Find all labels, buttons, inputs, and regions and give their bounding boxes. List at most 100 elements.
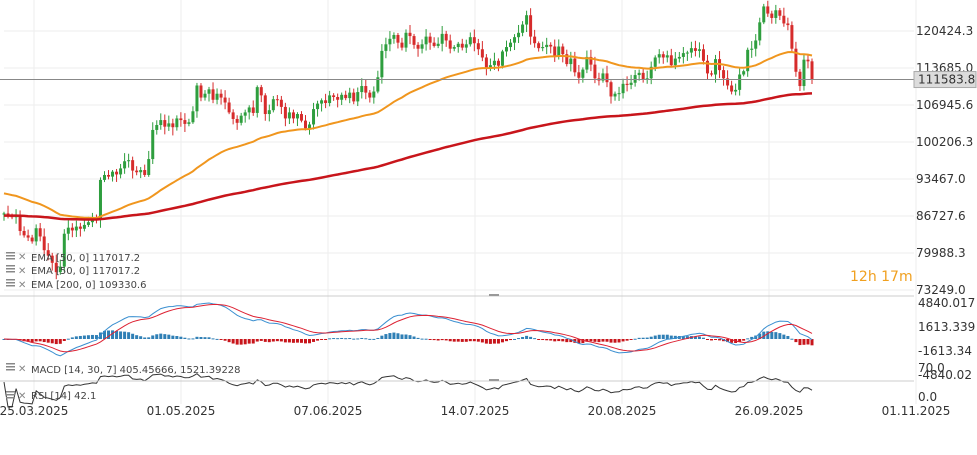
candle-body[interactable] bbox=[722, 70, 726, 79]
candle-body[interactable] bbox=[247, 107, 251, 113]
candle-body[interactable] bbox=[496, 60, 500, 66]
candle-body[interactable] bbox=[525, 15, 529, 25]
candle-body[interactable] bbox=[609, 82, 613, 97]
candle-body[interactable] bbox=[810, 61, 814, 80]
candle-body[interactable] bbox=[766, 6, 770, 14]
settings-icon[interactable] bbox=[6, 391, 15, 399]
candle-body[interactable] bbox=[710, 73, 714, 75]
candle-body[interactable] bbox=[565, 54, 569, 65]
candle-body[interactable] bbox=[685, 52, 689, 54]
candle-body[interactable] bbox=[400, 42, 404, 48]
candle-body[interactable] bbox=[750, 48, 754, 50]
candle-body[interactable] bbox=[34, 228, 38, 242]
candle-body[interactable] bbox=[195, 85, 199, 112]
candle-body[interactable] bbox=[82, 224, 86, 229]
candle-body[interactable] bbox=[392, 34, 396, 39]
candle-body[interactable] bbox=[460, 43, 464, 48]
candle-body[interactable] bbox=[802, 59, 806, 87]
candle-body[interactable] bbox=[328, 95, 332, 104]
candle-body[interactable] bbox=[786, 23, 790, 26]
candle-body[interactable] bbox=[251, 107, 255, 113]
candle-body[interactable] bbox=[74, 226, 78, 231]
candle-body[interactable] bbox=[50, 255, 54, 263]
candle-body[interactable] bbox=[661, 54, 665, 58]
candle-body[interactable] bbox=[649, 66, 653, 79]
candle-body[interactable] bbox=[521, 24, 525, 33]
settings-icon[interactable] bbox=[6, 265, 15, 273]
candle-body[interactable] bbox=[344, 94, 348, 99]
candle-body[interactable] bbox=[2, 213, 6, 215]
candle-body[interactable] bbox=[287, 112, 291, 119]
candle-body[interactable] bbox=[444, 33, 448, 41]
candle-body[interactable] bbox=[621, 83, 625, 94]
candle-body[interactable] bbox=[754, 40, 758, 49]
ema200-line[interactable] bbox=[4, 92, 813, 221]
ema50b-legend[interactable]: ✕ EMA [50, 0] 117017.2 bbox=[6, 265, 140, 277]
candle-body[interactable] bbox=[762, 6, 766, 23]
candle-body[interactable] bbox=[388, 38, 392, 45]
candle-body[interactable] bbox=[657, 54, 661, 58]
candle-body[interactable] bbox=[215, 93, 219, 100]
candle-body[interactable] bbox=[199, 85, 203, 98]
close-icon[interactable]: ✕ bbox=[18, 391, 26, 402]
candle-body[interactable] bbox=[380, 50, 384, 78]
candle-body[interactable] bbox=[58, 266, 62, 273]
ema200-legend[interactable]: ✕ EMA [200, 0] 109330.6 bbox=[6, 279, 146, 291]
settings-icon[interactable] bbox=[6, 252, 15, 260]
candle-body[interactable] bbox=[163, 120, 167, 127]
candle-body[interactable] bbox=[22, 230, 26, 236]
macd-resize-handle[interactable] bbox=[489, 294, 499, 296]
candle-body[interactable] bbox=[641, 72, 645, 80]
candle-body[interactable] bbox=[742, 71, 746, 75]
candle-body[interactable] bbox=[553, 46, 557, 57]
candle-body[interactable] bbox=[432, 42, 436, 46]
candle-body[interactable] bbox=[436, 43, 440, 46]
candle-body[interactable] bbox=[689, 48, 693, 53]
candle-body[interactable] bbox=[396, 34, 400, 43]
candle-body[interactable] bbox=[86, 222, 90, 225]
candle-body[interactable] bbox=[115, 171, 119, 175]
candle-body[interactable] bbox=[605, 73, 609, 83]
ema50-line[interactable] bbox=[3, 50, 813, 220]
candle-body[interactable] bbox=[211, 89, 215, 100]
candle-body[interactable] bbox=[360, 86, 364, 93]
candle-body[interactable] bbox=[673, 58, 677, 66]
candle-body[interactable] bbox=[167, 123, 171, 127]
candle-body[interactable] bbox=[263, 95, 267, 115]
candle-body[interactable] bbox=[569, 58, 573, 65]
candle-body[interactable] bbox=[770, 13, 774, 18]
candle-body[interactable] bbox=[472, 37, 476, 44]
candle-body[interactable] bbox=[207, 89, 211, 94]
candle-body[interactable] bbox=[171, 123, 175, 128]
candle-body[interactable] bbox=[38, 228, 42, 237]
candle-body[interactable] bbox=[30, 237, 34, 242]
candle-body[interactable] bbox=[734, 89, 738, 92]
rsi-resize-handle[interactable] bbox=[489, 379, 499, 381]
candle-body[interactable] bbox=[352, 92, 356, 102]
candle-body[interactable] bbox=[693, 48, 697, 51]
candle-body[interactable] bbox=[589, 56, 593, 65]
candle-body[interactable] bbox=[617, 93, 621, 95]
candle-body[interactable] bbox=[448, 40, 452, 49]
candle-body[interactable] bbox=[701, 49, 705, 61]
candle-body[interactable] bbox=[283, 106, 287, 119]
candle-body[interactable] bbox=[175, 118, 179, 128]
macd-legend[interactable]: ✕ MACD [14, 30, 7] 405.45666, 1521.39228 bbox=[6, 363, 241, 376]
candle-body[interactable] bbox=[159, 120, 163, 126]
candle-body[interactable] bbox=[239, 115, 243, 123]
candle-body[interactable] bbox=[203, 93, 207, 98]
candle-body[interactable] bbox=[492, 60, 496, 66]
candle-body[interactable] bbox=[794, 48, 798, 72]
candle-body[interactable] bbox=[320, 100, 324, 104]
candle-body[interactable] bbox=[223, 97, 227, 103]
candle-body[interactable] bbox=[235, 118, 239, 123]
ema50-legend[interactable]: ✕ EMA [50, 0] 117017.2 bbox=[6, 252, 140, 264]
candle-body[interactable] bbox=[541, 47, 545, 49]
candle-body[interactable] bbox=[778, 10, 782, 16]
candle-body[interactable] bbox=[131, 160, 135, 171]
candle-body[interactable] bbox=[348, 92, 352, 99]
candle-body[interactable] bbox=[601, 73, 605, 81]
macd-panel[interactable] bbox=[2, 302, 814, 357]
candle-body[interactable] bbox=[324, 100, 328, 104]
candle-body[interactable] bbox=[412, 36, 416, 45]
